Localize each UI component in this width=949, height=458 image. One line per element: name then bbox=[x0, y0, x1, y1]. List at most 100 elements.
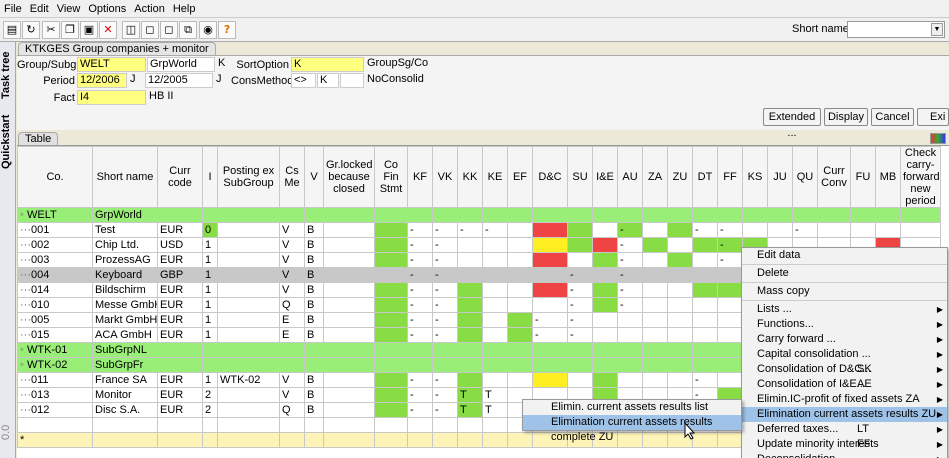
short-name-cell[interactable] bbox=[92, 432, 158, 448]
cell[interactable] bbox=[407, 357, 433, 373]
group-row[interactable]: ◦ WELT GrpWorld bbox=[17, 207, 941, 223]
extended-button[interactable]: Extended ... bbox=[763, 108, 821, 139]
cell[interactable] bbox=[457, 417, 483, 433]
status-dash[interactable]: - bbox=[717, 222, 743, 238]
cell[interactable] bbox=[667, 327, 693, 343]
cell[interactable] bbox=[457, 312, 483, 328]
cell[interactable] bbox=[482, 357, 508, 373]
status-dash[interactable]: - bbox=[432, 252, 458, 268]
cell[interactable] bbox=[323, 417, 375, 433]
cs-me-cell[interactable] bbox=[279, 207, 305, 223]
cell[interactable] bbox=[323, 387, 375, 403]
display-button[interactable]: Display bbox=[824, 108, 868, 126]
status-dash[interactable]: - bbox=[617, 237, 643, 253]
cell[interactable] bbox=[717, 312, 743, 328]
context-menu-item[interactable]: Edit data bbox=[742, 248, 947, 263]
cell[interactable] bbox=[642, 207, 668, 223]
posting-cell[interactable] bbox=[217, 342, 280, 358]
cell[interactable] bbox=[642, 282, 668, 298]
i-cell[interactable] bbox=[202, 417, 218, 433]
groupsubg-input[interactable]: WELT bbox=[77, 57, 146, 72]
cell[interactable] bbox=[457, 327, 483, 343]
column-header[interactable]: Co. bbox=[17, 146, 93, 208]
column-header[interactable]: KK bbox=[457, 146, 483, 208]
cell[interactable] bbox=[374, 432, 408, 448]
status-dash[interactable]: - bbox=[617, 267, 643, 283]
cs-me-cell[interactable] bbox=[279, 342, 305, 358]
cell[interactable] bbox=[323, 357, 375, 373]
cell[interactable] bbox=[482, 327, 508, 343]
i-cell[interactable]: 1 bbox=[202, 252, 218, 268]
cell[interactable] bbox=[532, 432, 568, 448]
cell[interactable] bbox=[692, 297, 718, 313]
menu-help[interactable]: Help bbox=[172, 2, 196, 15]
short-name-cell[interactable]: Monitor bbox=[92, 387, 158, 403]
i-cell[interactable]: 1 bbox=[202, 327, 218, 343]
cell[interactable] bbox=[482, 312, 508, 328]
cell[interactable] bbox=[532, 297, 568, 313]
status-dash[interactable]: - bbox=[432, 237, 458, 253]
i-cell[interactable]: 2 bbox=[202, 387, 218, 403]
menu-view[interactable]: View bbox=[56, 2, 81, 15]
column-header[interactable]: Gr.locked because closed bbox=[323, 146, 375, 208]
cell[interactable] bbox=[617, 342, 643, 358]
cell[interactable] bbox=[457, 432, 483, 448]
cell[interactable] bbox=[667, 252, 693, 268]
cell[interactable] bbox=[817, 207, 851, 223]
status-dash[interactable]: - bbox=[432, 222, 458, 238]
cell[interactable] bbox=[374, 282, 408, 298]
column-header[interactable]: Short name bbox=[92, 146, 158, 208]
short-name-cell[interactable]: SubGrpFr bbox=[92, 357, 158, 373]
cell[interactable] bbox=[374, 267, 408, 283]
company-code-cell[interactable]: ···011 bbox=[17, 372, 93, 388]
consmethod-operator[interactable]: <> bbox=[291, 73, 316, 88]
period2-input[interactable]: 12/2005 bbox=[145, 73, 213, 88]
consmethod-blank[interactable] bbox=[340, 73, 364, 88]
cell[interactable] bbox=[507, 342, 533, 358]
cell[interactable] bbox=[567, 372, 593, 388]
context-menu-item[interactable]: Capital consolidation ... ▶ bbox=[742, 347, 947, 362]
cell[interactable] bbox=[532, 222, 568, 238]
column-header[interactable]: KE bbox=[482, 146, 508, 208]
column-header[interactable]: Check carry-forward new period bbox=[900, 146, 941, 208]
company-code-cell[interactable] bbox=[17, 417, 93, 433]
cell[interactable] bbox=[457, 297, 483, 313]
cell[interactable] bbox=[507, 297, 533, 313]
cell[interactable] bbox=[323, 237, 375, 253]
posting-cell[interactable] bbox=[217, 207, 280, 223]
cell[interactable] bbox=[617, 357, 643, 373]
column-header[interactable]: MB bbox=[875, 146, 901, 208]
cell[interactable] bbox=[374, 357, 408, 373]
short-name-cell[interactable]: Keyboard bbox=[92, 267, 158, 283]
cell[interactable] bbox=[323, 282, 375, 298]
column-header[interactable]: D&C bbox=[532, 146, 568, 208]
cell[interactable] bbox=[323, 312, 375, 328]
company-code-cell[interactable]: ···010 bbox=[17, 297, 93, 313]
cell[interactable] bbox=[667, 357, 693, 373]
status-dash[interactable]: - bbox=[407, 372, 433, 388]
company-code-cell[interactable]: ···002 bbox=[17, 237, 93, 253]
posting-cell[interactable]: WTK-02 bbox=[217, 372, 280, 388]
posting-cell[interactable] bbox=[217, 327, 280, 343]
cell[interactable] bbox=[567, 237, 593, 253]
table-title[interactable]: Table bbox=[18, 132, 59, 145]
cell[interactable] bbox=[374, 252, 408, 268]
posting-cell[interactable] bbox=[217, 432, 280, 448]
column-header[interactable]: KF bbox=[407, 146, 433, 208]
status-dash[interactable]: - bbox=[432, 327, 458, 343]
arrange-icon[interactable]: ⧉ bbox=[179, 21, 197, 39]
cell[interactable] bbox=[374, 312, 408, 328]
help-icon[interactable]: ? bbox=[218, 21, 236, 39]
fact-input[interactable]: I4 bbox=[77, 90, 146, 105]
column-header[interactable]: Curr Conv bbox=[817, 146, 851, 208]
cell[interactable] bbox=[507, 372, 533, 388]
column-header[interactable]: Cs Me bbox=[279, 146, 305, 208]
v-cell[interactable]: B bbox=[304, 387, 324, 403]
cell[interactable] bbox=[875, 207, 901, 223]
cell[interactable] bbox=[323, 402, 375, 418]
cell[interactable] bbox=[667, 372, 693, 388]
posting-cell[interactable] bbox=[217, 267, 280, 283]
cs-me-cell[interactable]: V bbox=[279, 372, 305, 388]
i-cell[interactable]: 1 bbox=[202, 267, 218, 283]
v-cell[interactable]: B bbox=[304, 282, 324, 298]
